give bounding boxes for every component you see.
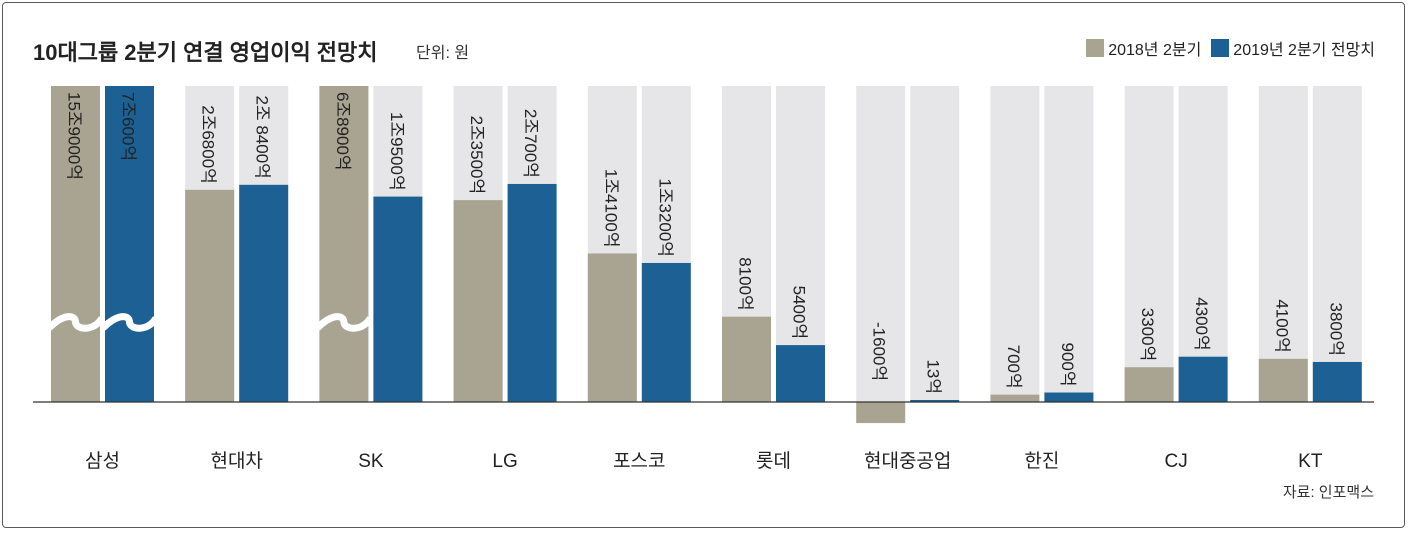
bar-background — [1258, 86, 1308, 402]
bar — [910, 400, 960, 402]
bar — [185, 189, 235, 402]
category-label: 포스코 — [613, 451, 665, 472]
bar — [1124, 367, 1174, 402]
bar — [990, 394, 1040, 402]
category-label: 롯데 — [756, 450, 791, 472]
legend-label-2019: 2019년 2분기 전망치 — [1233, 42, 1375, 59]
value-label: 2조700억 — [521, 109, 540, 178]
value-label: -1600억 — [870, 322, 889, 381]
category-label: CJ — [1164, 451, 1187, 472]
value-label: 700억 — [1004, 345, 1023, 389]
axis-break-mark — [46, 313, 106, 332]
value-label: 2조6800억 — [199, 105, 218, 184]
category-label: 삼성 — [85, 450, 120, 472]
bar-background — [910, 86, 960, 402]
bar — [1312, 361, 1362, 402]
legend-swatch-2018 — [1086, 39, 1105, 57]
bar — [1178, 356, 1228, 402]
bar-background — [1124, 86, 1174, 402]
value-label: 7조600억 — [119, 92, 138, 161]
legend-item-2018: 2018년 2분기 — [1086, 36, 1201, 60]
bar-background — [990, 86, 1040, 402]
legend-swatch-2019 — [1211, 39, 1230, 57]
bar — [856, 402, 906, 424]
value-label: 2조 8400억 — [253, 96, 272, 179]
bar — [319, 86, 369, 402]
bar-background — [1178, 86, 1228, 402]
bar-background — [1312, 86, 1362, 402]
value-label: 1조9500억 — [387, 112, 406, 191]
bar — [507, 183, 557, 402]
bar — [641, 262, 691, 402]
bar — [453, 200, 503, 402]
legend-label-2018: 2018년 2분기 — [1108, 42, 1202, 59]
bar — [239, 184, 289, 402]
legend: 2018년 2분기 2019년 2분기 전망치 — [1086, 36, 1375, 60]
unit-label: 단위: 원 — [416, 45, 470, 62]
value-label: 4300억 — [1192, 297, 1211, 350]
axis-break-mark — [100, 313, 160, 332]
category-label: KT — [1298, 451, 1323, 472]
bar-background — [1044, 86, 1094, 402]
value-label: 900억 — [1058, 343, 1077, 387]
bar — [1044, 392, 1094, 402]
category-label: SK — [358, 451, 384, 472]
value-label: 3300억 — [1138, 308, 1157, 361]
value-label: 3800억 — [1326, 303, 1345, 356]
value-label: 13억 — [924, 359, 943, 394]
value-label: 4100억 — [1272, 299, 1291, 352]
bar — [776, 345, 825, 402]
value-label: 2조3500억 — [467, 116, 486, 195]
value-label: 8100억 — [736, 257, 755, 310]
category-label: 현대중공업 — [864, 450, 951, 472]
bar — [51, 86, 100, 402]
source-note: 자료: 인포맥스 — [1282, 484, 1374, 501]
category-label: 현대차 — [210, 450, 262, 472]
category-label: LG — [492, 451, 517, 472]
value-label: 6조8900억 — [333, 92, 352, 171]
chart-title: 10대그룹 2분기 연결 영업이익 전망치 — [33, 40, 378, 65]
category-label: 한진 — [1024, 450, 1059, 472]
bar — [587, 253, 637, 402]
value-label: 1조3200억 — [655, 178, 674, 257]
bar — [373, 196, 423, 402]
bar — [1258, 358, 1308, 402]
legend-item-2019: 2019년 2분기 전망치 — [1211, 36, 1375, 60]
value-label: 15조9000억 — [65, 92, 84, 180]
bar-background — [856, 86, 906, 402]
value-label: 5400억 — [790, 286, 809, 339]
value-label: 1조4100억 — [601, 169, 620, 248]
bar — [722, 316, 771, 402]
bar — [105, 86, 154, 402]
axis-break-mark — [314, 313, 374, 332]
